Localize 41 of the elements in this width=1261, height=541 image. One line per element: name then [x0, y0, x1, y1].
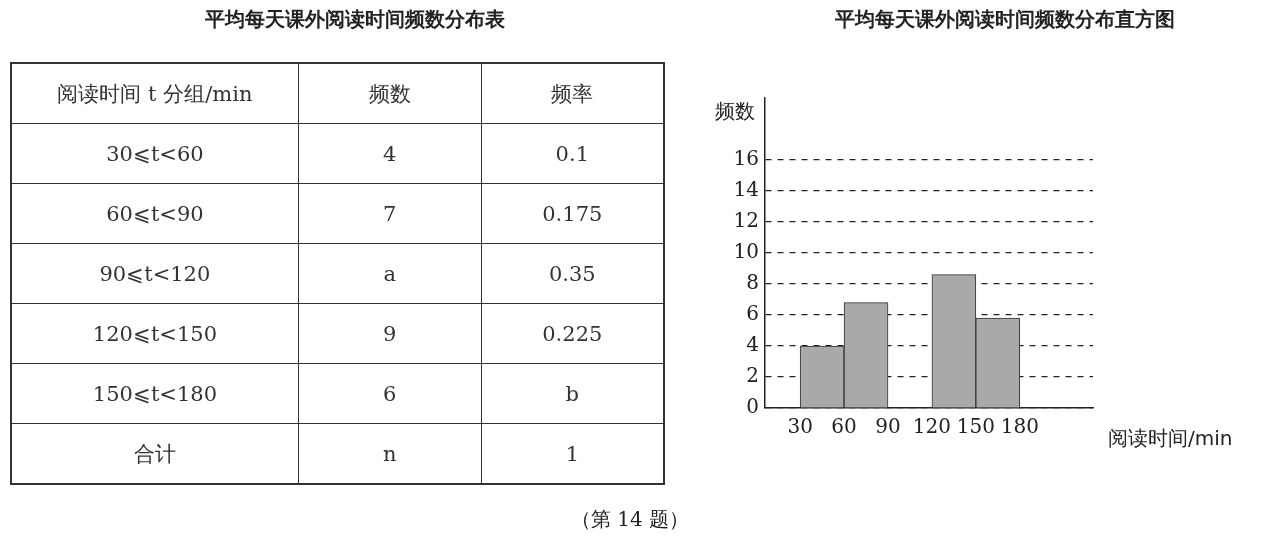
category-label: 120⩽t<150	[92, 321, 217, 346]
x-tick-label: 60	[831, 414, 857, 439]
text: 4	[383, 141, 397, 166]
y-tick-label: 0	[746, 394, 759, 419]
chart-title: 平均每天课外阅读时间频数分布直方图	[835, 6, 1175, 33]
y-tick-label: 12	[733, 208, 759, 233]
text: 平均每天课外阅读时间频数分布表	[205, 6, 505, 33]
text: a	[383, 261, 396, 286]
x-tick-label: 90	[875, 414, 901, 439]
text: （第 14 题）	[570, 506, 690, 533]
y-tick-label: 8	[746, 270, 759, 295]
category-label: 90⩽t<120	[99, 261, 211, 286]
x-tick-label: 150	[956, 414, 995, 439]
category-label: 频率	[481, 63, 664, 124]
text: 0.175	[542, 201, 603, 226]
y-axis-title: 频数	[715, 99, 755, 124]
x-tick-label: 120	[912, 414, 952, 439]
y-tick-label: 16	[733, 146, 759, 171]
text: 1	[565, 441, 579, 466]
y-tick-label: 14	[733, 177, 759, 202]
category-label: 频数	[298, 63, 482, 124]
y-tick-label: 6	[746, 301, 759, 326]
y-tick-label: 10	[733, 239, 759, 264]
y-tick-label: 4	[746, 332, 759, 357]
text: 0.225	[542, 321, 603, 346]
category-label: 30⩽t<60	[106, 141, 204, 166]
category-label: 阅读时间 t 分组/min	[11, 63, 299, 124]
text: 0.1	[555, 141, 590, 166]
category-label: 150⩽t<180	[92, 381, 217, 406]
category-label: 合计	[133, 441, 176, 466]
text: n	[382, 441, 397, 466]
text: 9	[383, 321, 397, 346]
text: 6	[383, 381, 397, 406]
text: b	[565, 381, 580, 406]
category-label: 60⩽t<90	[106, 201, 204, 226]
x-tick-label: 180	[1000, 414, 1039, 439]
text: 0.35	[548, 261, 596, 286]
y-tick-label: 2	[746, 363, 759, 388]
text: 7	[383, 201, 397, 226]
x-axis-title: 阅读时间/min	[1108, 426, 1233, 451]
x-tick-label: 30	[787, 414, 813, 439]
